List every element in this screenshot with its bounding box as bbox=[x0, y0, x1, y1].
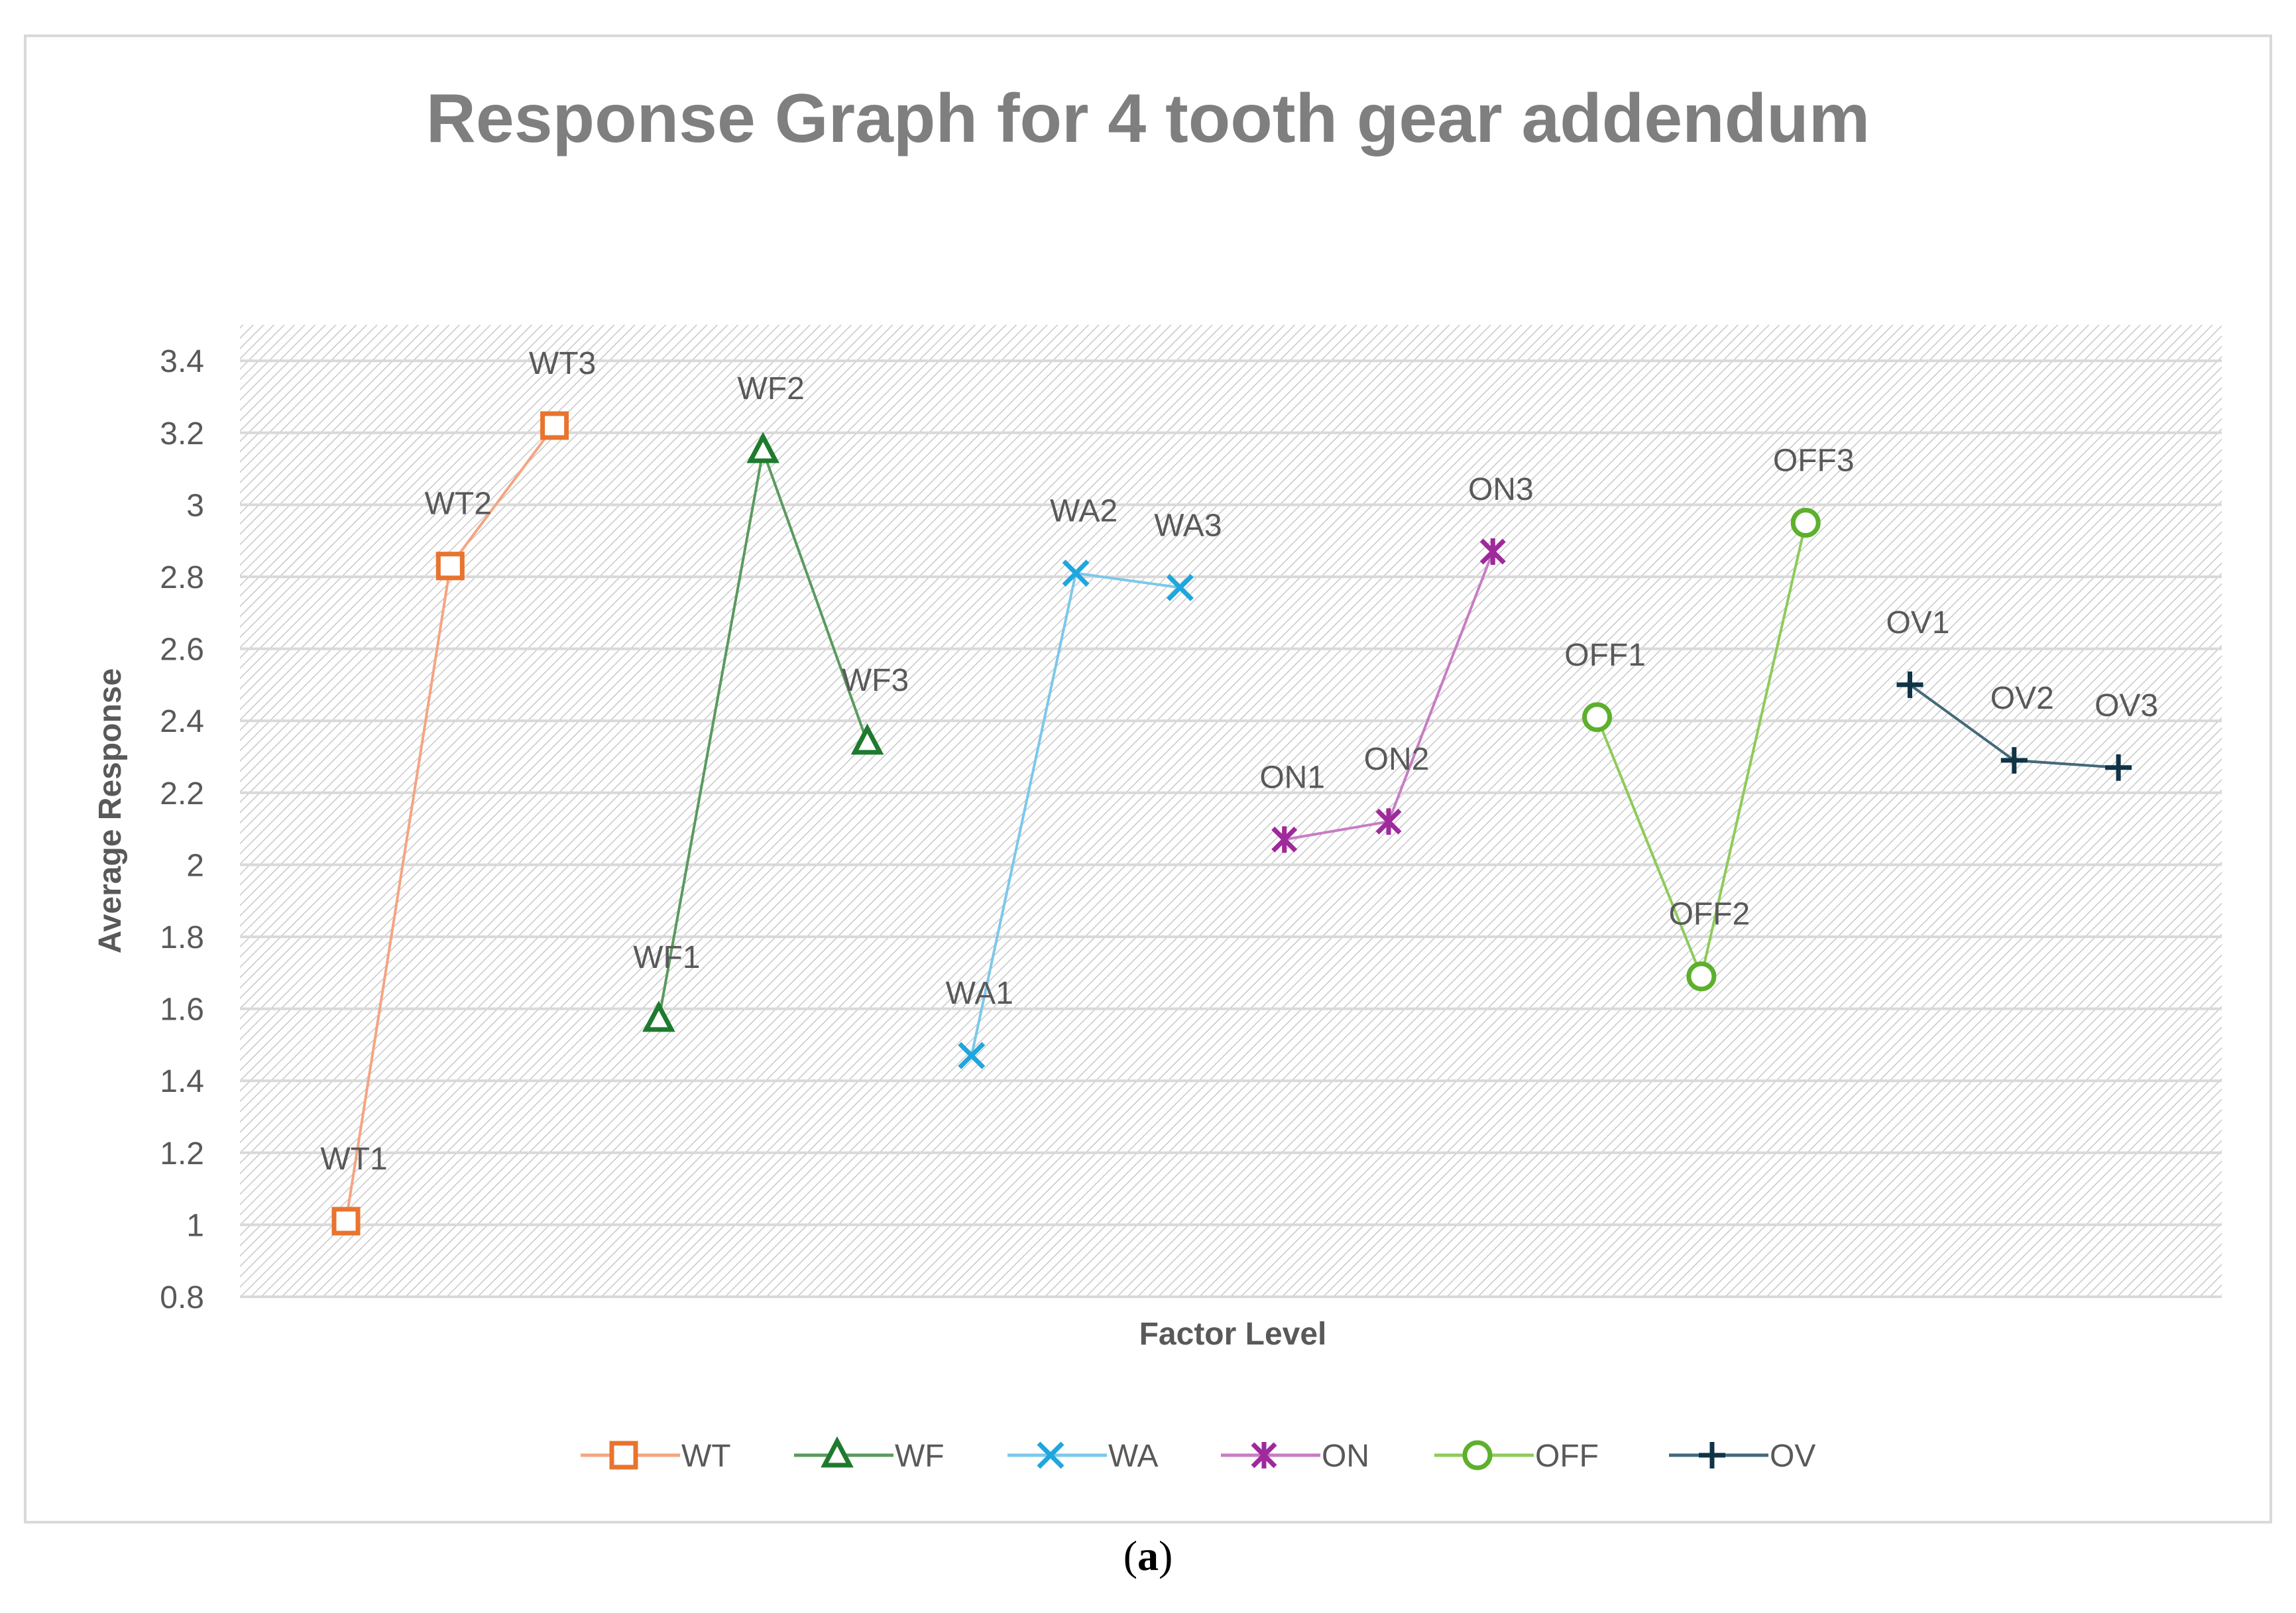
data-marker bbox=[540, 411, 569, 440]
y-tick-label: 2.6 bbox=[160, 632, 204, 668]
y-tick-label: 1.8 bbox=[160, 920, 204, 955]
data-marker bbox=[746, 432, 780, 463]
y-tick-label: 1 bbox=[186, 1208, 204, 1243]
series-wa: WA1 WA2 WA3 bbox=[946, 494, 1222, 1069]
legend-label: WT bbox=[681, 1439, 731, 1474]
chart-title: Response Graph for 4 tooth gear addendum bbox=[426, 80, 1870, 157]
y-tick-label: 2 bbox=[186, 848, 204, 883]
y-tick-label: 1.6 bbox=[160, 992, 204, 1028]
legend-label: OFF bbox=[1535, 1439, 1599, 1474]
y-axis-ticks: 0.8 1 1.2 1.4 1.6 1.8 2 2.2 2.4 2.6 2.8 3 3.2 3.4 bbox=[160, 344, 204, 1315]
series-ov: OV1 OV2 OV3 bbox=[1886, 605, 2158, 781]
legend-item-on: ON bbox=[1221, 1439, 1369, 1474]
data-marker bbox=[609, 1441, 638, 1470]
legend-item-wa: WA bbox=[1007, 1439, 1159, 1474]
data-label: OFF2 bbox=[1669, 897, 1751, 932]
data-marker bbox=[1582, 702, 1613, 733]
legend-item-off: OFF bbox=[1434, 1439, 1599, 1474]
series-wt: WT1 WT2 WT3 bbox=[320, 346, 596, 1236]
data-marker bbox=[1037, 1441, 1064, 1469]
series-layer: WT1 WT2 WT3 WF1 WF2 WF3 WA1 WA2 WA3 ON1 ON2 ON3 OFF1… bbox=[320, 346, 2158, 1236]
legend-label: WF bbox=[895, 1439, 945, 1474]
y-tick-label: 3.4 bbox=[160, 344, 204, 379]
data-marker bbox=[1271, 826, 1298, 853]
data-marker bbox=[1251, 1442, 1277, 1468]
data-marker bbox=[821, 1436, 854, 1468]
data-label: WT2 bbox=[425, 487, 492, 522]
data-label: WA1 bbox=[946, 976, 1013, 1011]
x-axis-label: Factor Level bbox=[1139, 1317, 1327, 1352]
data-label: ON3 bbox=[1468, 472, 1534, 507]
y-axis-label: Average Response bbox=[93, 668, 128, 953]
data-label: WF3 bbox=[842, 663, 909, 698]
series-off: OFF1 OFF2 OFF3 bbox=[1564, 444, 1855, 992]
data-marker bbox=[1062, 560, 1090, 587]
series-wf: WF1 WF2 WF3 bbox=[633, 371, 909, 1032]
y-tick-label: 3 bbox=[186, 488, 204, 523]
data-label: OV3 bbox=[2095, 688, 2158, 723]
legend-label: ON bbox=[1322, 1439, 1369, 1474]
data-label: WT3 bbox=[529, 346, 596, 381]
data-marker bbox=[1479, 538, 1506, 565]
y-tick-label: 3.2 bbox=[160, 416, 204, 451]
data-marker bbox=[1375, 808, 1402, 835]
data-marker bbox=[1686, 961, 1717, 992]
data-label: WA3 bbox=[1154, 508, 1222, 543]
data-label: WT1 bbox=[320, 1142, 387, 1177]
data-marker bbox=[2105, 754, 2132, 781]
legend-item-ov: OV bbox=[1669, 1439, 1815, 1474]
data-label: OV2 bbox=[1990, 681, 2054, 716]
series-on: ON1 ON2 ON3 bbox=[1259, 472, 1534, 853]
data-label: ON1 bbox=[1259, 760, 1325, 795]
data-marker bbox=[1166, 573, 1194, 601]
y-tick-label: 2.2 bbox=[160, 776, 204, 811]
data-label: WA2 bbox=[1050, 494, 1118, 529]
data-label: OV1 bbox=[1886, 605, 1949, 640]
data-label: OFF1 bbox=[1564, 638, 1646, 673]
gridlines bbox=[240, 359, 2222, 1298]
y-tick-label: 0.8 bbox=[160, 1280, 204, 1315]
data-marker bbox=[1699, 1442, 1725, 1468]
figure-caption: (a) bbox=[1123, 1532, 1173, 1579]
data-marker bbox=[2000, 747, 2028, 774]
data-marker bbox=[1790, 508, 1821, 538]
data-label: WF1 bbox=[633, 940, 700, 975]
legend-item-wf: WF bbox=[794, 1436, 945, 1474]
data-marker bbox=[331, 1207, 361, 1236]
legend: WT WF WA ON OFF OV bbox=[581, 1436, 1815, 1474]
data-marker bbox=[1896, 671, 1923, 698]
y-tick-label: 2.4 bbox=[160, 704, 204, 739]
data-label: WF2 bbox=[738, 371, 805, 406]
y-tick-label: 1.4 bbox=[160, 1064, 204, 1099]
data-label: OFF3 bbox=[1773, 444, 1855, 479]
data-label: ON2 bbox=[1364, 742, 1430, 777]
y-tick-label: 2.8 bbox=[160, 560, 204, 595]
data-marker bbox=[1462, 1440, 1493, 1470]
y-tick-label: 1.2 bbox=[160, 1136, 204, 1171]
data-marker bbox=[958, 1042, 986, 1069]
legend-label: OV bbox=[1770, 1439, 1815, 1474]
data-marker bbox=[435, 552, 465, 581]
legend-item-wt: WT bbox=[581, 1439, 731, 1474]
legend-label: WA bbox=[1108, 1439, 1159, 1474]
data-marker bbox=[850, 723, 884, 755]
data-marker bbox=[642, 1000, 675, 1032]
plot-area bbox=[240, 325, 2222, 1297]
